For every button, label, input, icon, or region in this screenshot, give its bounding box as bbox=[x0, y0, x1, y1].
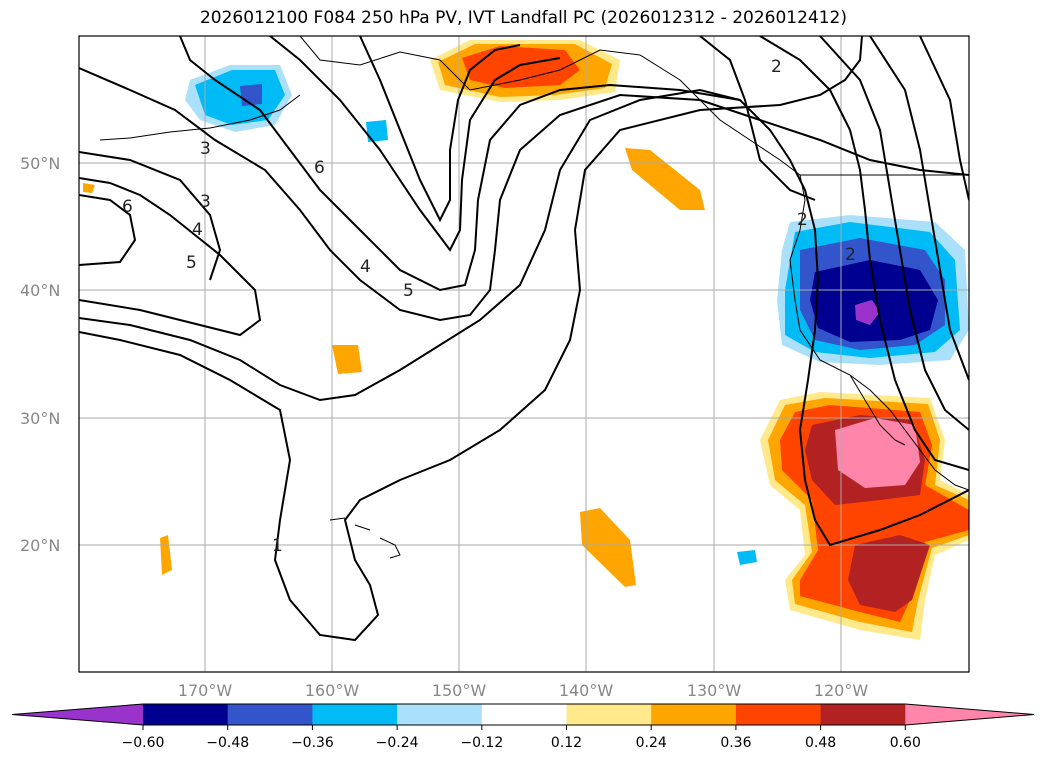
colorbar-extend-max bbox=[905, 704, 1034, 725]
contour-label: 3 bbox=[200, 192, 211, 212]
colorbar-segment bbox=[312, 704, 398, 725]
lat-label-30n: 30°N bbox=[20, 409, 60, 428]
pv-contour-3 bbox=[79, 177, 262, 337]
colorbar-segment bbox=[566, 704, 652, 725]
pos-small-leftedge bbox=[83, 183, 95, 193]
pv-contour-7 bbox=[179, 36, 741, 292]
contour-label: 3 bbox=[200, 139, 211, 159]
pv-contour-4 bbox=[79, 194, 137, 266]
colorbar-ticks: −0.60 −0.48 −0.36 −0.24 −0.12 0.12 0.24 0.36 0.4… bbox=[122, 725, 921, 751]
lon-label-160w: 160°W bbox=[305, 681, 360, 700]
baja-peninsula bbox=[849, 374, 906, 446]
neg-dark-region bbox=[240, 84, 262, 106]
pv-contour-12 bbox=[819, 36, 969, 431]
pv-contour-11 bbox=[759, 36, 969, 471]
contour-label: 2 bbox=[845, 245, 856, 265]
pos-small-midpacific bbox=[332, 345, 362, 374]
pv-contour-2 bbox=[79, 88, 969, 547]
contour-label: 6 bbox=[122, 197, 133, 217]
contour-label: 6 bbox=[314, 158, 325, 178]
colorbar-segments bbox=[11, 703, 1035, 726]
contour-label: 5 bbox=[403, 281, 414, 301]
lon-label-120w: 120°W bbox=[814, 681, 869, 700]
colorbar-segment bbox=[481, 704, 567, 725]
coastlines bbox=[99, 36, 969, 559]
longitude-labels: 170°W 160°W 150°W 140°W 130°W 120°W bbox=[178, 681, 869, 700]
contour-labels: 3 6 6 3 4 5 4 5 1 2 2 2 bbox=[122, 57, 856, 556]
colorbar-segment bbox=[735, 704, 822, 725]
graticule bbox=[79, 36, 969, 672]
colorbar-tick-label: −0.36 bbox=[291, 735, 334, 751]
pv-contour-1 bbox=[79, 36, 863, 642]
pos-streak-subtropics bbox=[580, 508, 636, 587]
neg-mid-small bbox=[366, 120, 388, 142]
aleutian-chain bbox=[99, 94, 301, 141]
colorbar-tick-label: 0.36 bbox=[720, 735, 751, 751]
colorbar-extend-min bbox=[12, 704, 143, 725]
lat-label-20n: 20°N bbox=[20, 536, 60, 555]
pos-streak-offshore bbox=[625, 148, 705, 210]
colorbar-tick-label: 0.12 bbox=[551, 735, 582, 751]
neg-min-region bbox=[855, 300, 880, 325]
pv-contour-14 bbox=[919, 36, 969, 201]
pv-contour-9 bbox=[359, 36, 521, 223]
pos-small-west bbox=[160, 535, 172, 575]
alaska-coast bbox=[299, 36, 801, 176]
contour-label: 1 bbox=[272, 536, 283, 556]
lon-label-150w: 150°W bbox=[432, 681, 487, 700]
pv-contour-8 bbox=[269, 36, 561, 252]
pos-max-region bbox=[835, 418, 920, 488]
pos-high-region bbox=[462, 46, 580, 88]
positive-anomaly-mexico bbox=[760, 392, 969, 640]
contour-label: 4 bbox=[192, 220, 203, 240]
colorbar-segment bbox=[820, 704, 906, 725]
lon-label-130w: 130°W bbox=[687, 681, 742, 700]
colorbar-segment bbox=[227, 704, 313, 725]
hawaii-islands bbox=[329, 517, 401, 559]
lon-label-170w: 170°W bbox=[178, 681, 233, 700]
contour-label: 5 bbox=[186, 253, 197, 273]
contour-label: 4 bbox=[360, 257, 371, 277]
contour-label: 2 bbox=[771, 57, 782, 77]
lat-label-40n: 40°N bbox=[20, 281, 60, 300]
pv-contour-6 bbox=[79, 67, 969, 322]
colorbar-segment bbox=[651, 704, 737, 725]
colorbar: −0.60 −0.48 −0.36 −0.24 −0.12 0.12 0.24 0.36 0.4… bbox=[11, 703, 1035, 751]
latitude-labels: 50°N 40°N 30°N 20°N bbox=[20, 154, 60, 555]
lat-label-50n: 50°N bbox=[20, 154, 60, 173]
positive-anomaly-gulf-alaska bbox=[430, 40, 620, 102]
colorbar-tick-label: 0.60 bbox=[890, 735, 921, 751]
pv-contour-10 bbox=[699, 36, 816, 201]
plot-frame bbox=[78, 35, 970, 673]
colorbar-tick-label: 0.48 bbox=[805, 735, 836, 751]
colorbar-tick-label: 0.24 bbox=[636, 735, 667, 751]
pv-contours bbox=[79, 36, 969, 642]
neg-darker-region bbox=[810, 260, 938, 342]
pos-higher-south bbox=[848, 535, 930, 612]
colorbar-tick-label: −0.12 bbox=[460, 735, 503, 751]
pv-contour-13 bbox=[869, 36, 969, 381]
colorbar-tick-label: −0.48 bbox=[206, 735, 249, 751]
colorbar-tick-label: −0.60 bbox=[122, 735, 165, 751]
neg-mid-small-hawaii bbox=[737, 550, 757, 565]
colorbar-segment bbox=[397, 704, 483, 725]
colorbar-tick-label: −0.24 bbox=[376, 735, 419, 751]
colorbar-segment bbox=[143, 704, 229, 725]
plot-area: 3 6 6 3 4 5 4 5 1 2 2 2 bbox=[79, 36, 969, 672]
contour-label: 2 bbox=[797, 210, 808, 230]
pv-contour-5 bbox=[79, 151, 222, 281]
map-title: 2026012100 F084 250 hPa PV, IVT Landfall… bbox=[199, 8, 847, 28]
lon-label-140w: 140°W bbox=[559, 681, 614, 700]
